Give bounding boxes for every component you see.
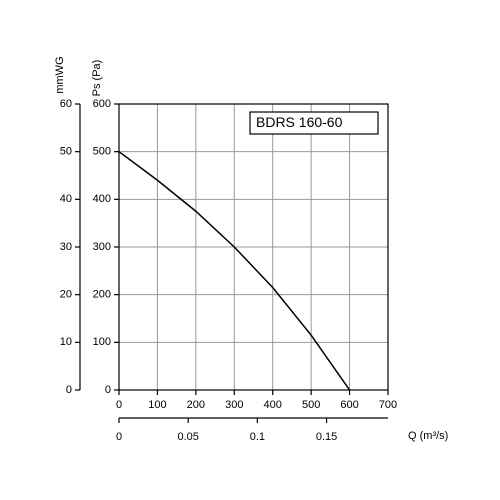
y2-tick-label: 60 <box>60 98 72 110</box>
y-tick-label: 300 <box>93 241 111 253</box>
y-tick-label: 400 <box>93 193 111 205</box>
x-tick-label: 600 <box>340 399 358 411</box>
y2-tick-label: 0 <box>66 384 72 396</box>
y2-tick-label: 50 <box>60 146 72 158</box>
x2-tick-label: 0.05 <box>177 431 198 443</box>
x-tick-label: 700 <box>379 399 397 411</box>
x-tick-label: 200 <box>187 399 205 411</box>
y2-tick-label: 20 <box>60 289 72 301</box>
chart-title: BDRS 160-60 <box>256 114 343 130</box>
x2-tick-label: 0.1 <box>250 431 265 443</box>
curve <box>118 151 351 391</box>
y-axis-label: Ps (Pa) <box>91 60 103 97</box>
x2-axis-label: Q (m³/s) <box>408 430 448 442</box>
x-tick-label: 500 <box>302 399 320 411</box>
y2-tick-label: 40 <box>60 193 72 205</box>
x2-tick-label: 0 <box>116 431 122 443</box>
x-tick-label: 100 <box>148 399 166 411</box>
y-tick-label: 500 <box>93 146 111 158</box>
x-tick-label: 0 <box>116 399 122 411</box>
y-tick-label: 200 <box>93 289 111 301</box>
y2-tick-label: 10 <box>60 336 72 348</box>
x2-tick-label: 0.15 <box>316 431 337 443</box>
y2-tick-label: 30 <box>60 241 72 253</box>
y-tick-label: 600 <box>93 98 111 110</box>
x-tick-label: 300 <box>225 399 243 411</box>
y2-axis-label: mmWG <box>54 56 66 93</box>
title-box <box>249 111 379 135</box>
y-tick-label: 0 <box>105 384 111 396</box>
x-tick-label: 400 <box>264 399 282 411</box>
y-tick-label: 100 <box>93 336 111 348</box>
